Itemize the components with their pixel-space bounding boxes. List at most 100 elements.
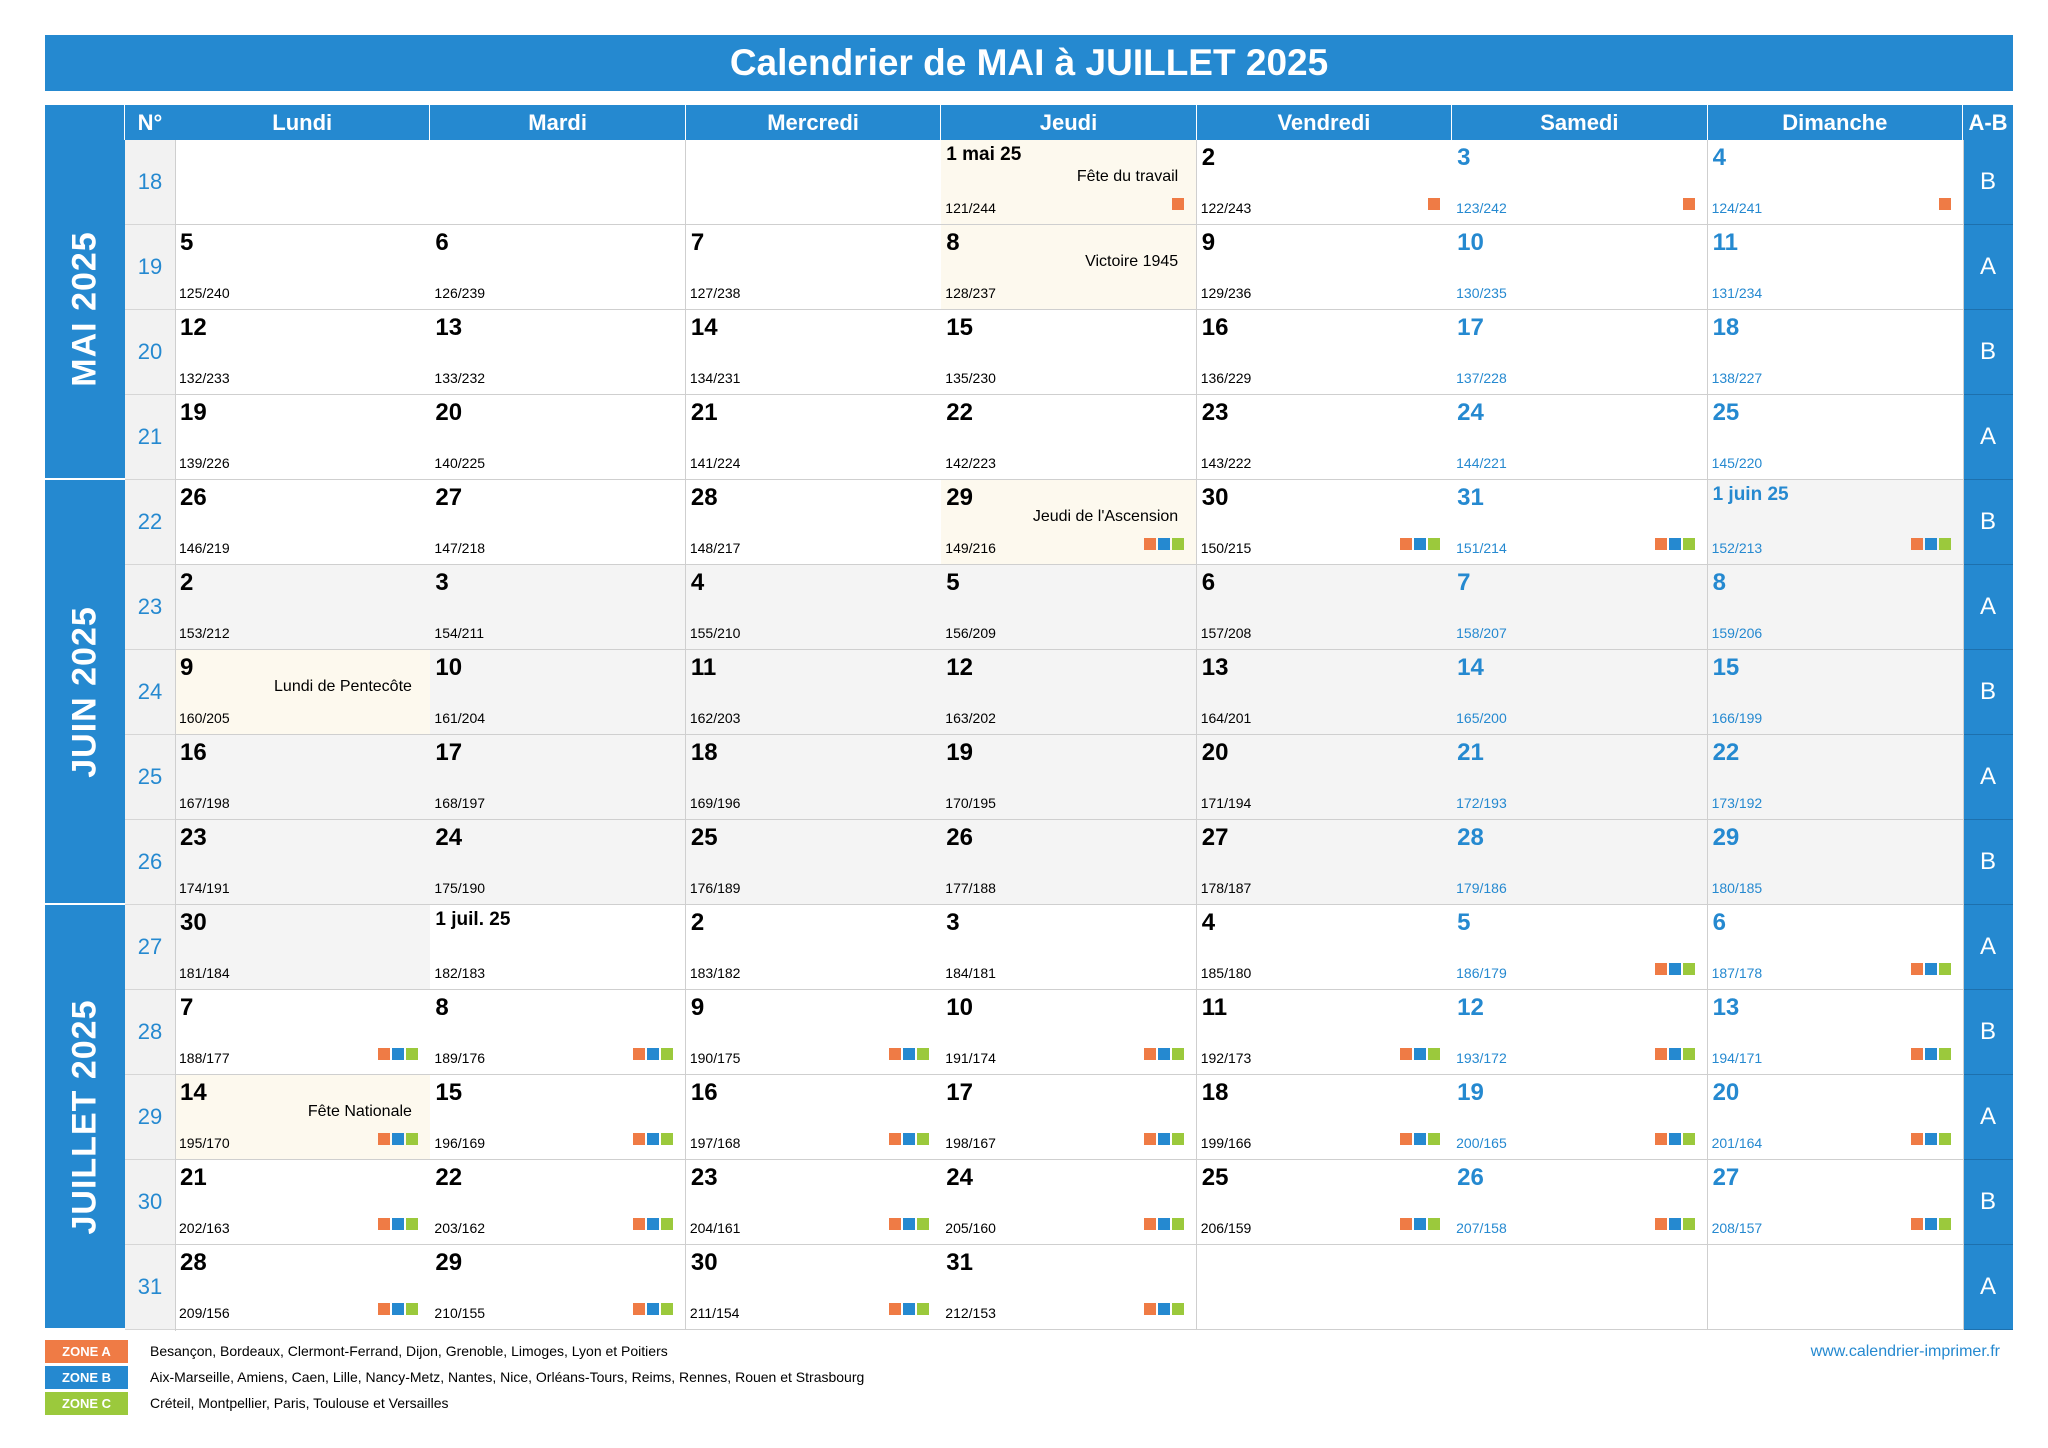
day-cell[interactable]: 9 129/236 <box>1196 225 1453 310</box>
day-cell[interactable]: 9 190/175 <box>685 990 942 1075</box>
day-cell[interactable]: 2 153/212 <box>175 565 431 650</box>
day-cell[interactable]: 31 212/153 <box>941 1245 1198 1330</box>
day-cell[interactable]: 1 juil. 25 182/183 <box>430 905 687 990</box>
day-cell[interactable]: 4 124/241 <box>1707 140 1964 225</box>
day-cell[interactable]: 10 161/204 <box>430 650 687 735</box>
day-cell[interactable]: 11 131/234 <box>1707 225 1964 310</box>
day-cell[interactable]: 17 137/228 <box>1452 310 1709 395</box>
day-cell[interactable]: 13 164/201 <box>1196 650 1453 735</box>
day-cell[interactable]: 17 198/167 <box>941 1075 1198 1160</box>
day-number: 27 <box>1712 1164 1740 1191</box>
ab-week-text: B <box>1979 338 1996 365</box>
day-cell[interactable]: 26 207/158 <box>1452 1160 1709 1245</box>
day-cell[interactable]: 4 155/210 <box>685 565 942 650</box>
day-cell[interactable]: 21 202/163 <box>175 1160 431 1245</box>
day-cell[interactable]: 3 123/242 <box>1452 140 1709 225</box>
day-cell[interactable]: 3 184/181 <box>941 905 1198 990</box>
day-cell[interactable]: 20 171/194 <box>1196 735 1453 820</box>
day-cell[interactable]: 1 juin 25 152/213 <box>1707 480 1964 565</box>
day-cell[interactable]: 2 183/182 <box>685 905 942 990</box>
day-cell[interactable]: 29 149/216 Jeudi de l'Ascension <box>941 480 1198 565</box>
website-link[interactable]: www.calendrier-imprimer.fr <box>1810 1343 2000 1360</box>
day-cell[interactable]: 12 132/233 <box>175 310 431 395</box>
day-number: 27 <box>435 484 463 511</box>
day-cell[interactable]: 25 176/189 <box>685 820 942 905</box>
day-cell[interactable]: 3 154/211 <box>430 565 687 650</box>
day-cell[interactable]: 5 125/240 <box>175 225 431 310</box>
day-cell[interactable]: 28 179/186 <box>1452 820 1709 905</box>
day-cell[interactable]: 23 143/222 <box>1196 395 1453 480</box>
day-cell[interactable]: 21 172/193 <box>1452 735 1709 820</box>
day-cell[interactable]: 27 178/187 <box>1196 820 1453 905</box>
day-cell[interactable]: 8 159/206 <box>1707 565 1964 650</box>
day-cell[interactable]: 6 187/178 <box>1707 905 1964 990</box>
month-label: JUIN 2025 <box>45 480 125 903</box>
day-cell[interactable]: 25 145/220 <box>1707 395 1964 480</box>
day-cell[interactable]: 18 169/196 <box>685 735 942 820</box>
day-cell[interactable]: 19 139/226 <box>175 395 431 480</box>
day-cell[interactable]: 7 158/207 <box>1452 565 1709 650</box>
day-cell[interactable]: 13 133/232 <box>430 310 687 395</box>
day-cell[interactable]: 10 191/174 <box>941 990 1198 1075</box>
day-cell[interactable]: 15 196/169 <box>430 1075 687 1160</box>
day-cell[interactable]: 9 160/205 Lundi de Pentecôte <box>175 650 431 735</box>
day-cell[interactable]: 5 186/179 <box>1452 905 1709 990</box>
day-cell[interactable]: 31 151/214 <box>1452 480 1709 565</box>
day-cell[interactable]: 24 175/190 <box>430 820 687 905</box>
day-cell[interactable]: 13 194/171 <box>1707 990 1964 1075</box>
day-cell[interactable]: 19 170/195 <box>941 735 1198 820</box>
day-cell[interactable]: 28 209/156 <box>175 1245 431 1330</box>
day-cell[interactable]: 16 167/198 <box>175 735 431 820</box>
day-cell[interactable]: 16 197/168 <box>685 1075 942 1160</box>
day-cell[interactable]: 30 150/215 <box>1196 480 1453 565</box>
day-cell[interactable]: 29 210/155 <box>430 1245 687 1330</box>
day-cell[interactable]: 19 200/165 <box>1452 1075 1709 1160</box>
day-cell[interactable]: 14 134/231 <box>685 310 942 395</box>
day-cell[interactable]: 5 156/209 <box>941 565 1198 650</box>
day-cell[interactable]: 12 163/202 <box>941 650 1198 735</box>
day-cell[interactable]: 11 192/173 <box>1196 990 1453 1075</box>
day-cell[interactable]: 25 206/159 <box>1196 1160 1453 1245</box>
day-cell[interactable]: 16 136/229 <box>1196 310 1453 395</box>
day-cell[interactable]: 21 141/224 <box>685 395 942 480</box>
day-cell[interactable]: 14 165/200 <box>1452 650 1709 735</box>
day-cell[interactable]: 27 208/157 <box>1707 1160 1964 1245</box>
day-cell[interactable]: 6 157/208 <box>1196 565 1453 650</box>
day-cell[interactable]: 18 138/227 <box>1707 310 1964 395</box>
day-cell[interactable]: 29 180/185 <box>1707 820 1964 905</box>
day-of-year-count: 137/228 <box>1456 370 1507 386</box>
zone-b-marker <box>391 1133 404 1145</box>
day-cell[interactable]: 26 146/219 <box>175 480 431 565</box>
day-cell[interactable]: 22 203/162 <box>430 1160 687 1245</box>
day-cell[interactable]: 8 128/237 Victoire 1945 <box>941 225 1198 310</box>
day-cell[interactable]: 15 135/230 <box>941 310 1198 395</box>
day-cell[interactable]: 7 188/177 <box>175 990 431 1075</box>
day-of-year-count: 209/156 <box>179 1305 230 1321</box>
day-cell[interactable]: 17 168/197 <box>430 735 687 820</box>
day-cell[interactable]: 24 144/221 <box>1452 395 1709 480</box>
day-cell[interactable]: 22 142/223 <box>941 395 1198 480</box>
day-cell[interactable]: 6 126/239 <box>430 225 687 310</box>
day-cell[interactable]: 20 140/225 <box>430 395 687 480</box>
day-cell[interactable]: 23 174/191 <box>175 820 431 905</box>
day-cell[interactable]: 15 166/199 <box>1707 650 1964 735</box>
day-cell[interactable]: 30 181/184 <box>175 905 431 990</box>
day-cell[interactable]: 18 199/166 <box>1196 1075 1453 1160</box>
day-cell[interactable]: 4 185/180 <box>1196 905 1453 990</box>
day-cell[interactable]: 24 205/160 <box>941 1160 1198 1245</box>
day-cell[interactable]: 8 189/176 <box>430 990 687 1075</box>
day-cell[interactable]: 23 204/161 <box>685 1160 942 1245</box>
day-cell[interactable]: 12 193/172 <box>1452 990 1709 1075</box>
day-cell[interactable]: 26 177/188 <box>941 820 1198 905</box>
day-cell[interactable]: 1 mai 25 121/244 Fête du travail <box>941 140 1198 225</box>
day-cell[interactable]: 20 201/164 <box>1707 1075 1964 1160</box>
day-cell[interactable]: 28 148/217 <box>685 480 942 565</box>
day-cell[interactable]: 10 130/235 <box>1452 225 1709 310</box>
day-cell[interactable]: 22 173/192 <box>1707 735 1964 820</box>
day-cell[interactable]: 14 195/170 Fête Nationale <box>175 1075 431 1160</box>
day-cell[interactable]: 11 162/203 <box>685 650 942 735</box>
day-cell[interactable]: 30 211/154 <box>685 1245 942 1330</box>
day-cell[interactable]: 2 122/243 <box>1196 140 1453 225</box>
day-cell[interactable]: 27 147/218 <box>430 480 687 565</box>
day-cell[interactable]: 7 127/238 <box>685 225 942 310</box>
